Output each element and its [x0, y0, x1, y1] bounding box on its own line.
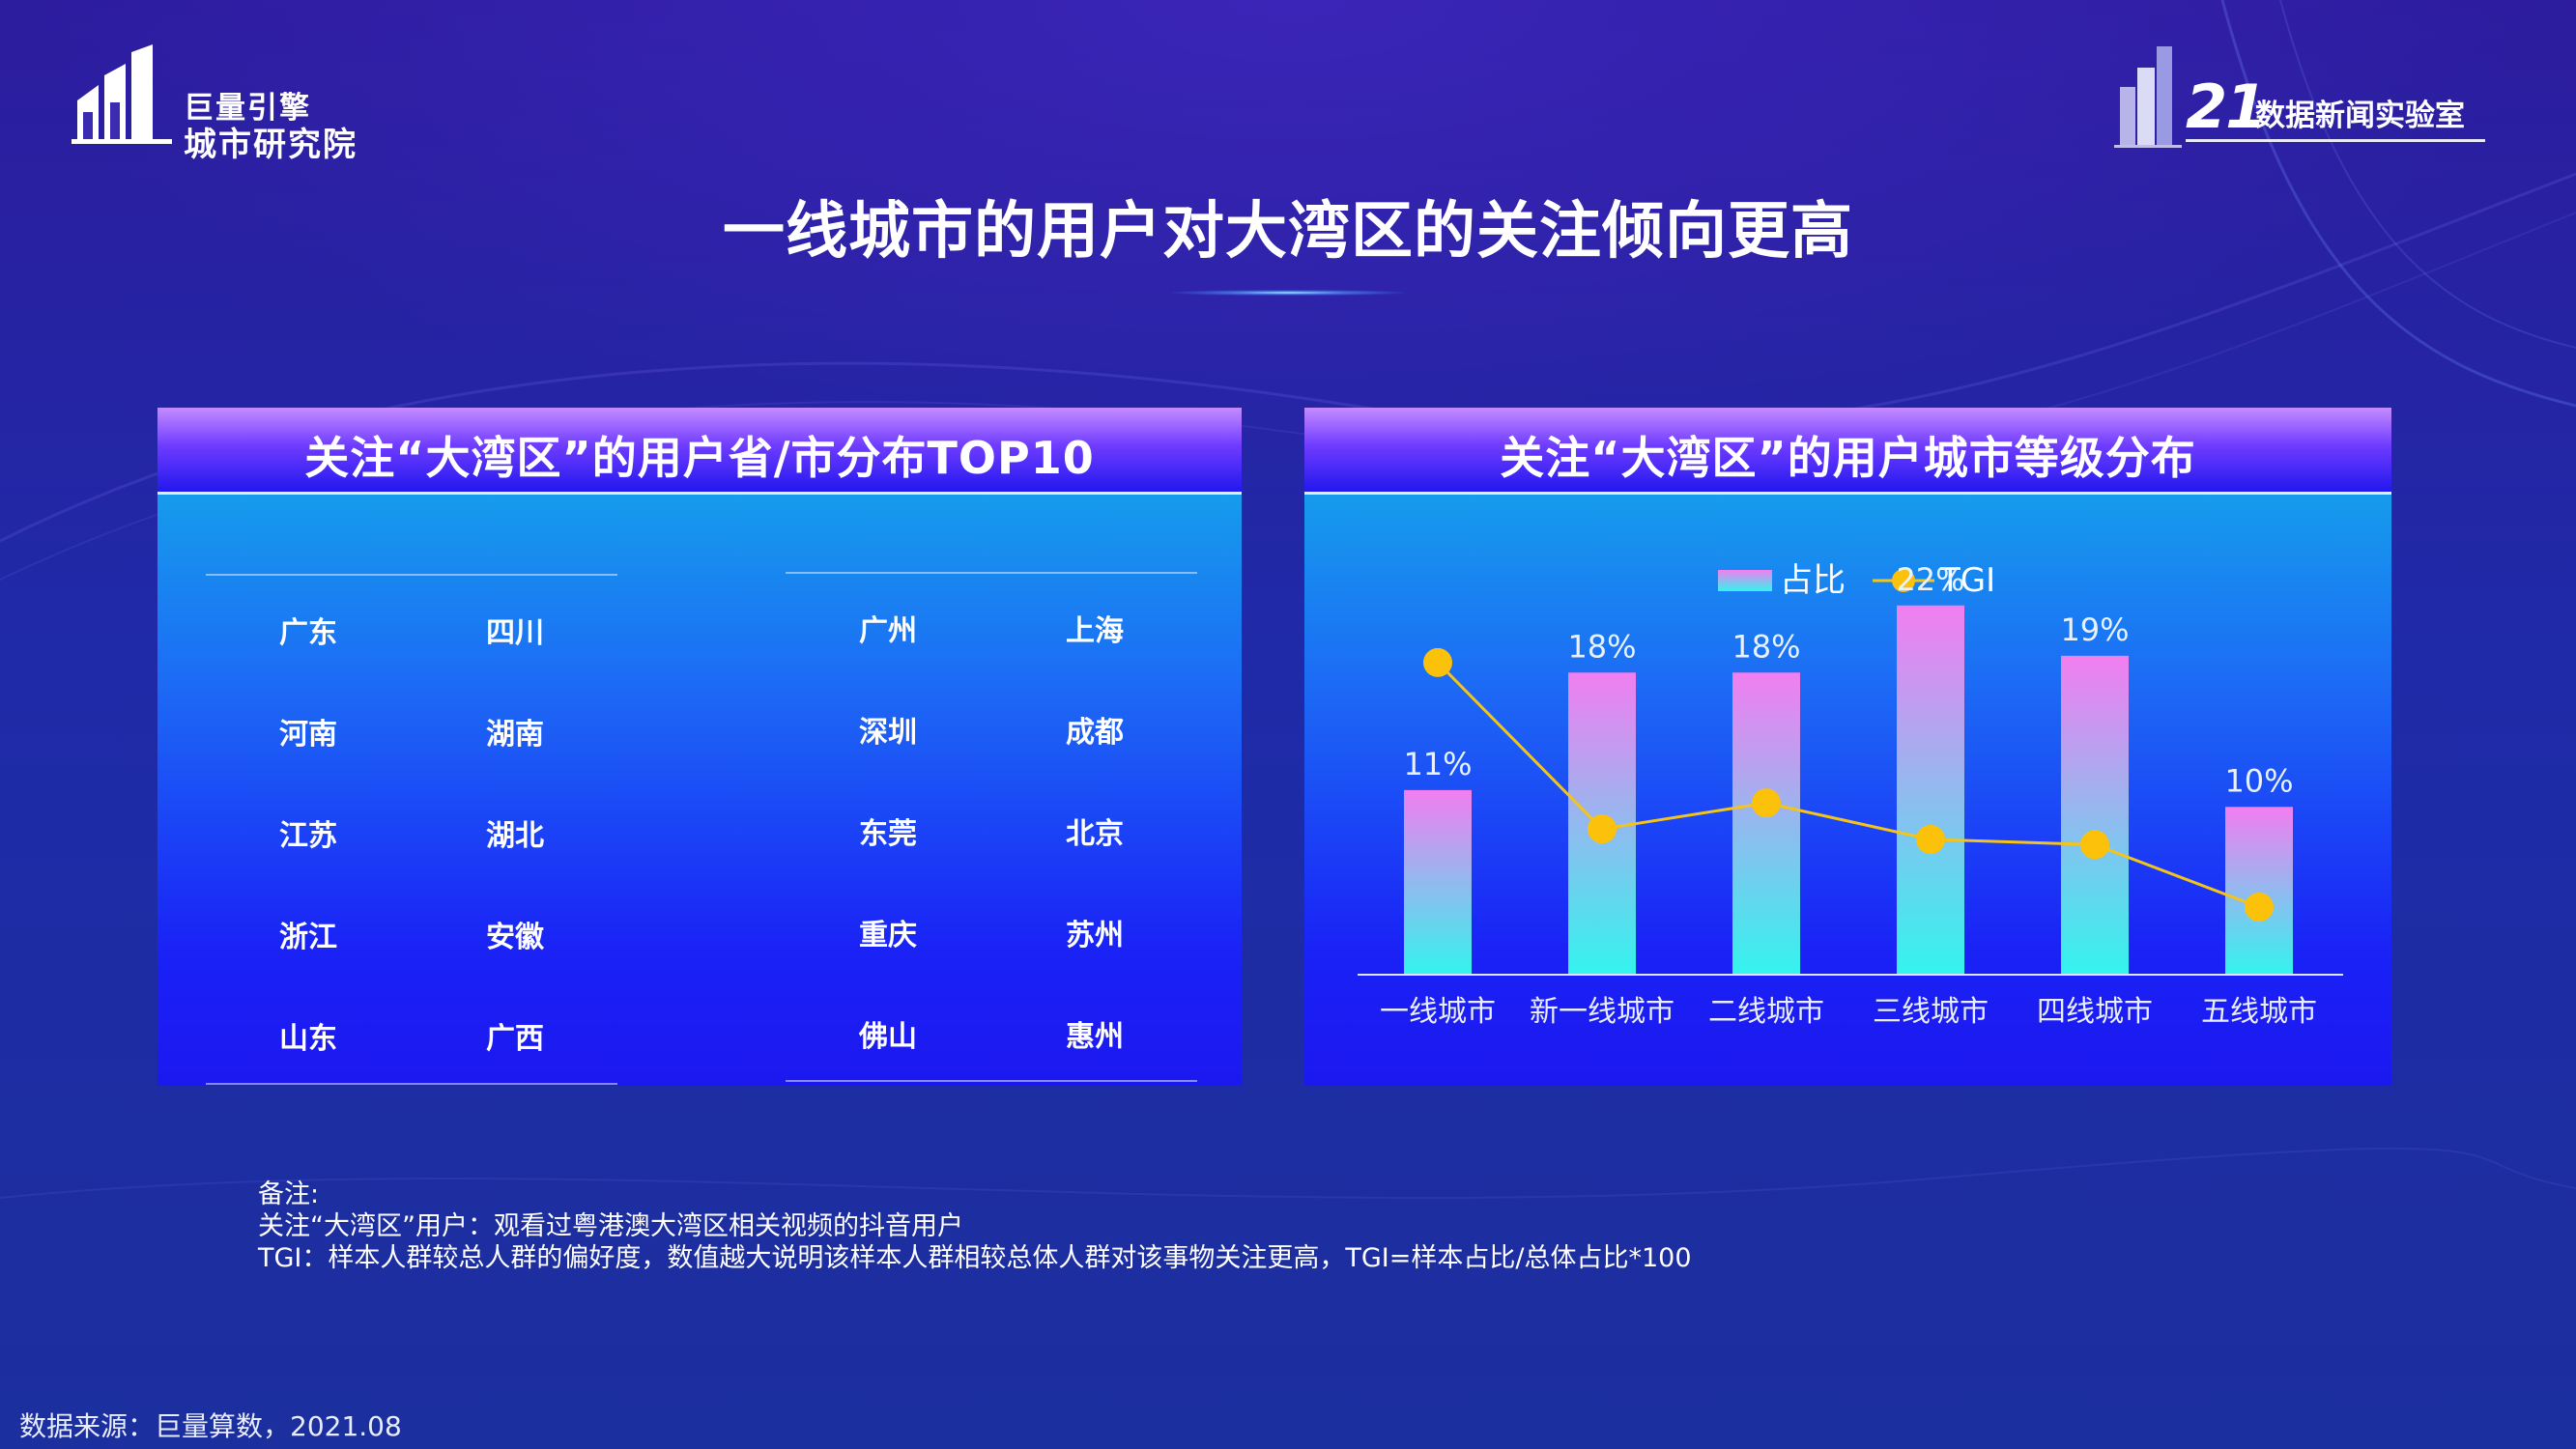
- legend-label-share: 占比: [1780, 561, 1846, 600]
- bar-label-2: 18%: [1567, 628, 1636, 665]
- city-3: 深圳: [859, 716, 917, 750]
- bar-label-5: 19%: [2060, 611, 2129, 648]
- bar-1: [1404, 789, 1472, 975]
- brand-logo-right: 21 数据新闻实验室: [2112, 39, 2499, 164]
- tgi-point-3: [1752, 788, 1781, 818]
- notes-heading: 备注:: [258, 1179, 320, 1209]
- province-grid: 广东 四川 河南 湖南 江苏 湖北 浙江 安徽 山东 广西: [206, 408, 617, 1086]
- x-tick-label-2: 新一线城市: [1530, 995, 1674, 1029]
- tgi-point-6: [2245, 892, 2274, 922]
- tgi-point-4: [1916, 824, 1945, 854]
- legend-label-tgi: TGI: [1939, 561, 1995, 600]
- legend-point-tgi: [1892, 569, 1915, 592]
- province-grid-top-rule: [206, 574, 617, 576]
- city-10: 惠州: [1066, 1020, 1124, 1054]
- top10-panel-title: 关注“大湾区”的用户省/市分布TOP10: [304, 432, 1095, 484]
- province-3: 河南: [279, 718, 337, 752]
- city-5: 东莞: [859, 817, 917, 851]
- province-10: 广西: [486, 1022, 544, 1056]
- city-buildings-icon: [72, 44, 172, 144]
- city-tier-panel-header: 关注“大湾区”的用户城市等级分布: [1304, 408, 2391, 495]
- x-tick-label-4: 三线城市: [1873, 995, 1989, 1029]
- brand-right-underline: [2186, 139, 2485, 142]
- province-grid-bottom-rule: [206, 1083, 617, 1085]
- x-tick-label-5: 四线城市: [2037, 995, 2153, 1029]
- city-1: 广州: [859, 614, 917, 648]
- bar-6: [2225, 807, 2293, 975]
- city-tier-panel: 关注“大湾区”的用户城市等级分布 占比 TGI 11% 一线城市 18% 新一线城市 18%…: [1304, 408, 2391, 1086]
- province-1: 广东: [279, 616, 337, 650]
- city-tier-chart: 占比 TGI 11% 一线城市 18% 新一线城市 18% 二线城市 22% 三线城市 19% 四线城…: [1358, 561, 2343, 1029]
- data-building-icon: [2114, 46, 2182, 148]
- city-grid-top-rule: [786, 572, 1197, 574]
- bar-3: [1732, 672, 1800, 975]
- city-9: 佛山: [859, 1020, 917, 1054]
- tgi-line: [1436, 661, 2260, 909]
- bar-label-3: 18%: [1732, 628, 1800, 665]
- x-tick-label-1: 一线城市: [1380, 995, 1496, 1029]
- top10-panel: 关注“大湾区”的用户省/市分布TOP10 广东 四川 河南 湖南 江苏 湖北 浙…: [157, 408, 1242, 1086]
- notes: 备注: 关注“大湾区”用户：观看过粤港澳大湾区相关视频的抖音用户 TGI：样本人…: [258, 1179, 1692, 1274]
- x-tick-label-6: 五线城市: [2201, 995, 2317, 1029]
- bar-4: [1897, 605, 1964, 975]
- province-7: 浙江: [279, 921, 337, 954]
- data-source: 数据来源：巨量算数，2021.08: [19, 1410, 402, 1442]
- top10-panel-header: 关注“大湾区”的用户省/市分布TOP10: [157, 408, 1242, 495]
- tgi-point-5: [2080, 830, 2109, 860]
- tgi-point-1: [1423, 647, 1452, 677]
- brand-left-line2: 城市研究院: [184, 126, 358, 164]
- city-2: 上海: [1066, 614, 1124, 648]
- notes-line-1: 关注“大湾区”用户：观看过粤港澳大湾区相关视频的抖音用户: [258, 1211, 963, 1241]
- bar-label-4: 22%: [1896, 561, 1964, 598]
- brand-left-line1: 巨量引擎: [184, 91, 311, 126]
- city-grid-bottom-rule: [786, 1080, 1197, 1082]
- city-7: 重庆: [859, 919, 917, 952]
- notes-line-2: TGI：样本人群较总人群的偏好度，数值越大说明该样本人群相较总体人群对该事物关注…: [258, 1243, 1692, 1273]
- city-4: 成都: [1066, 716, 1124, 750]
- tgi-point-2: [1588, 814, 1617, 844]
- province-2: 四川: [486, 616, 544, 650]
- city-6: 北京: [1066, 817, 1124, 851]
- province-9: 山东: [279, 1022, 337, 1056]
- province-5: 江苏: [279, 819, 337, 853]
- city-8: 苏州: [1066, 919, 1124, 952]
- city-grid: 广州 上海 深圳 成都 东莞 北京 重庆 苏州 佛山 惠州: [786, 408, 1197, 1086]
- city-tier-panel-title: 关注“大湾区”的用户城市等级分布: [1500, 432, 2196, 484]
- province-6: 湖北: [486, 819, 544, 853]
- bar-label-6: 10%: [2224, 762, 2293, 799]
- brand-right-number: 21: [2186, 71, 2267, 142]
- brand-logo-left: 巨量引擎 城市研究院: [70, 43, 379, 164]
- bar-5: [2061, 655, 2129, 975]
- province-4: 湖南: [486, 718, 544, 752]
- province-8: 安徽: [486, 921, 544, 954]
- brand-right-text: 数据新闻实验室: [2255, 99, 2465, 133]
- x-tick-label-3: 二线城市: [1708, 995, 1824, 1029]
- bar-label-1: 11%: [1403, 746, 1472, 782]
- page-title: 一线城市的用户对大湾区的关注倾向更高: [723, 196, 1853, 268]
- title-glow-divider: [1172, 290, 1404, 296]
- legend-swatch-share: [1718, 570, 1772, 591]
